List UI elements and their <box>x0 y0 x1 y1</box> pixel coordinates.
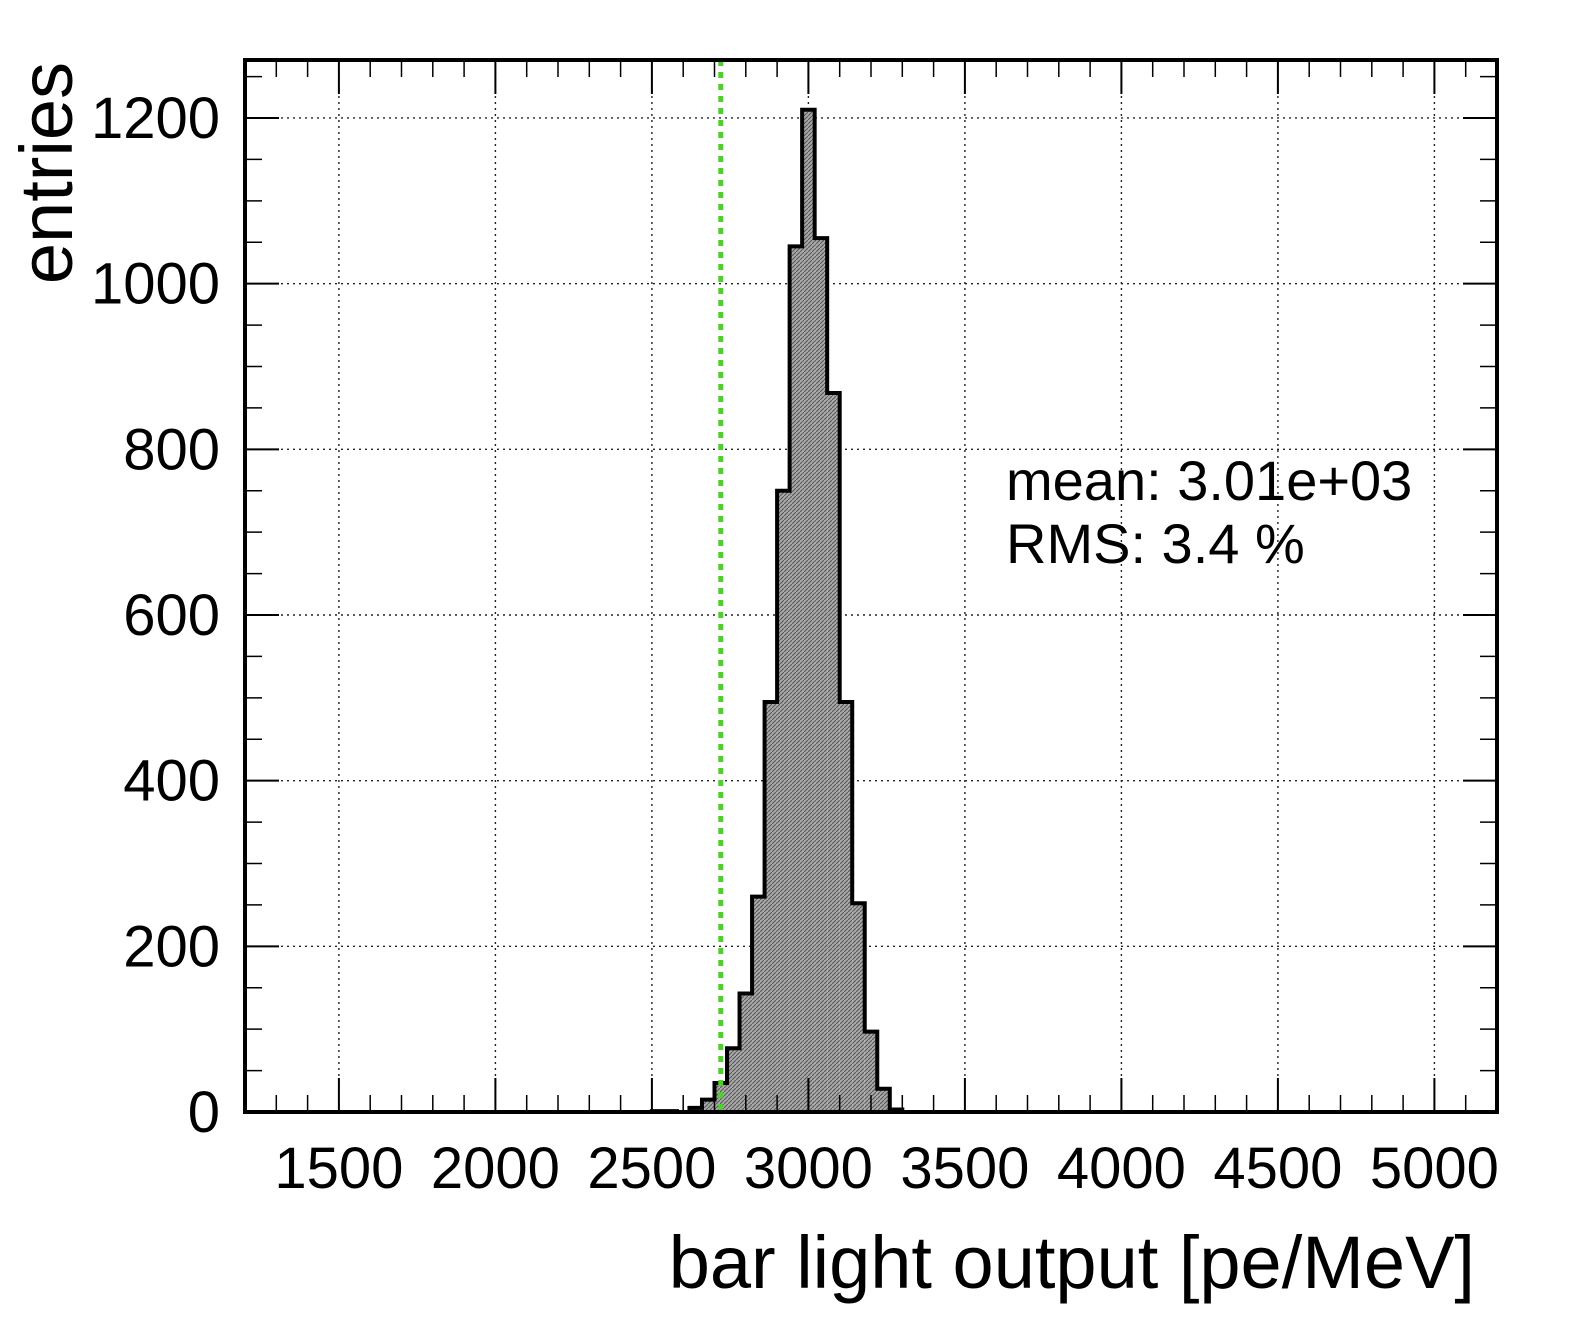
histogram-bin-18 <box>877 1088 890 1112</box>
x-tick-label-7: 5000 <box>1370 1136 1499 1201</box>
annotation-rms: RMS: 3.4 % <box>1006 512 1305 575</box>
x-tick-label-2: 2500 <box>587 1136 716 1201</box>
histogram-bin-13 <box>814 238 828 1112</box>
histogram-bin-15 <box>839 701 853 1112</box>
x-tick-label-3: 3000 <box>744 1136 873 1201</box>
histogram-bin-9 <box>764 701 778 1112</box>
y-axis-title: entries <box>5 62 88 284</box>
plot-frame <box>243 58 1499 1114</box>
histogram-bin-12 <box>802 109 815 1112</box>
histogram-bin-10 <box>777 490 790 1113</box>
x-tick-label-0: 1500 <box>274 1136 403 1201</box>
histogram-bin-11 <box>789 246 803 1113</box>
tick-labels: 1500 2000 2500 3000 3500 4000 4500 5000 0 200 400 6… <box>91 86 1499 1201</box>
histogram-bin-3 <box>689 1107 702 1112</box>
y-tick-label-2: 400 <box>123 749 220 814</box>
y-tick-label-3: 600 <box>123 583 220 648</box>
histogram-bin-4 <box>701 1099 715 1112</box>
y-tick-label-4: 800 <box>123 417 220 482</box>
x-tick-label-5: 4000 <box>1057 1136 1186 1201</box>
x-tick-label-1: 2000 <box>431 1136 560 1201</box>
histogram-bin-7 <box>739 993 753 1112</box>
histogram-bin-14 <box>827 392 840 1113</box>
histogram-bin-16 <box>852 903 865 1112</box>
y-tick-label-0: 0 <box>188 1080 220 1145</box>
annotation-mean: mean: 3.01e+03 <box>1006 449 1412 512</box>
histogram-bars <box>651 109 903 1113</box>
y-tick-label-1: 200 <box>123 914 220 979</box>
histogram-bin-6 <box>727 1048 740 1112</box>
x-tick-label-6: 4500 <box>1213 1136 1342 1201</box>
grid-layer <box>245 60 1497 1112</box>
histogram-bin-8 <box>752 896 765 1112</box>
y-tick-label-5: 1000 <box>91 252 220 317</box>
x-axis-title: bar light output [pe/MeV] <box>669 1221 1475 1304</box>
histogram-outline <box>245 107 1497 1114</box>
x-tick-label-4: 3500 <box>900 1136 1029 1201</box>
histogram-bin-17 <box>864 1031 878 1112</box>
axis-ticks <box>244 60 1498 1113</box>
y-tick-label-6: 1200 <box>91 86 220 151</box>
